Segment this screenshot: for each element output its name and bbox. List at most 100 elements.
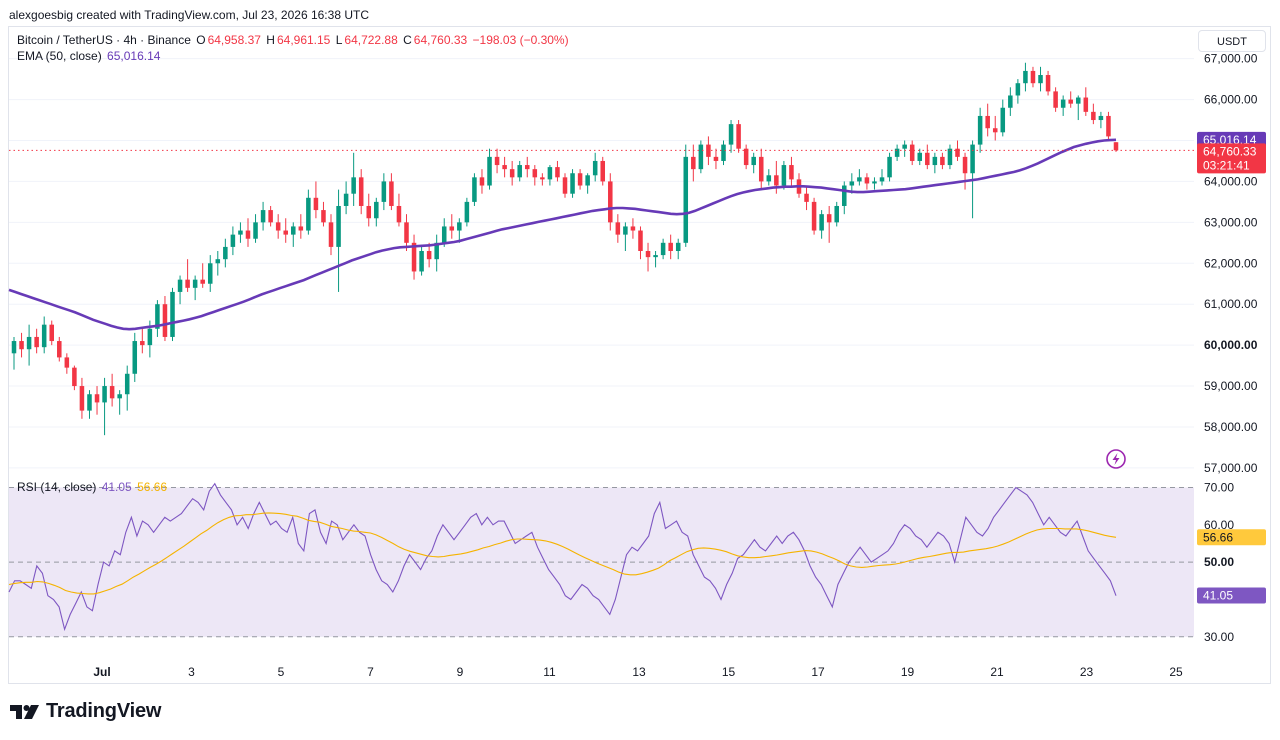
candle <box>524 156 530 178</box>
candle <box>283 218 288 243</box>
candle-body <box>532 169 538 178</box>
candle-body <box>879 177 885 182</box>
candle <box>608 173 613 231</box>
candle-body <box>192 279 198 288</box>
candle-body <box>509 169 515 178</box>
candle-body <box>1106 115 1111 137</box>
candle <box>49 320 55 346</box>
candle-body <box>1030 70 1036 84</box>
candle-body <box>306 197 311 231</box>
candle-body <box>268 210 273 223</box>
candle-body <box>992 128 998 133</box>
change-value: −198.03 (−0.30%) <box>472 33 569 47</box>
lightning-icon[interactable] <box>1106 449 1126 469</box>
candle <box>1106 111 1111 141</box>
candle-body <box>758 156 764 182</box>
close-label: C <box>403 33 412 47</box>
rsi-legend[interactable]: RSI (14, close) 41.05 56.66 <box>17 480 169 494</box>
close-value: 64,760.33 <box>413 33 468 47</box>
candle <box>245 218 251 247</box>
candle-body <box>1015 83 1021 96</box>
candle-body <box>147 328 153 346</box>
candle <box>645 242 651 272</box>
price-axis: 67,000.0066,000.0065,000.0064,000.0063,0… <box>1204 52 1258 475</box>
candle <box>102 377 107 436</box>
candle <box>638 226 643 260</box>
candle-body <box>962 156 968 174</box>
candle-body <box>41 324 47 348</box>
candle <box>600 156 606 186</box>
candle-body <box>404 222 409 243</box>
candle <box>298 214 304 239</box>
candle <box>1023 62 1028 92</box>
candle <box>864 173 870 190</box>
price-tick-label: 61,000.00 <box>1204 297 1258 311</box>
candle-body <box>79 386 85 411</box>
candle <box>1083 87 1089 116</box>
currency-unit-button[interactable]: USDT <box>1198 30 1266 52</box>
candle-body <box>426 251 432 260</box>
candle-body <box>645 251 651 258</box>
candle-body <box>487 156 492 186</box>
candle-body <box>72 367 77 387</box>
candle-body <box>132 341 138 374</box>
candle <box>57 336 62 362</box>
candle <box>713 148 719 170</box>
candle <box>374 197 379 227</box>
candle-body <box>238 230 243 235</box>
candle-body <box>706 144 711 157</box>
brand-name: TradingView <box>46 700 162 722</box>
candle-body <box>1098 115 1104 121</box>
rsi-ma-line <box>8 512 1117 595</box>
candle <box>321 201 326 227</box>
candle <box>502 156 507 178</box>
candle-body <box>94 394 100 403</box>
rsi-ma-tag-bg <box>1197 529 1266 546</box>
candle-body <box>1008 95 1013 108</box>
candle-body <box>34 336 39 348</box>
candle <box>343 181 349 215</box>
candle-body <box>683 156 689 243</box>
candle <box>419 246 424 276</box>
time-axis: Jul 3 5 7 9 11 13 15 17 19 21 23 25 <box>93 665 1183 679</box>
candle-body <box>140 341 145 346</box>
candle-body <box>464 201 470 223</box>
candle-body <box>449 226 455 231</box>
candle-body <box>804 193 809 202</box>
candle <box>457 218 462 243</box>
candle-body <box>351 177 356 194</box>
ema-legend[interactable]: EMA (50, close) 65,016.14 <box>17 49 162 63</box>
candle-body <box>223 246 228 260</box>
candle-body <box>109 386 115 399</box>
price-gridlines <box>9 58 1194 469</box>
candle-body <box>494 156 500 166</box>
candle <box>1060 95 1066 116</box>
symbol-name[interactable]: Bitcoin / TetherUS · 4h · Binance <box>17 33 191 47</box>
candle-body <box>1091 111 1096 121</box>
candle-body <box>955 148 960 157</box>
time-tick-label: 7 <box>367 665 374 679</box>
last-price-tag-bg <box>1197 143 1266 174</box>
candle-body <box>1083 97 1089 112</box>
candle <box>894 144 900 161</box>
candle <box>238 222 243 243</box>
candle-body <box>275 222 281 231</box>
chart-attribution: alexgoesbig created with TradingView.com… <box>9 8 369 22</box>
candle <box>902 140 907 157</box>
candle-body <box>124 373 130 395</box>
candle-body <box>1113 142 1119 151</box>
candle <box>449 214 455 239</box>
candle-body <box>479 177 485 186</box>
candle <box>434 234 439 272</box>
candle-body <box>396 205 402 223</box>
candle-body <box>909 144 915 161</box>
candle <box>811 197 817 235</box>
candle-body <box>374 201 379 219</box>
candle-body <box>291 226 296 235</box>
candle <box>955 140 960 161</box>
candle <box>675 238 681 260</box>
candle <box>358 169 364 215</box>
